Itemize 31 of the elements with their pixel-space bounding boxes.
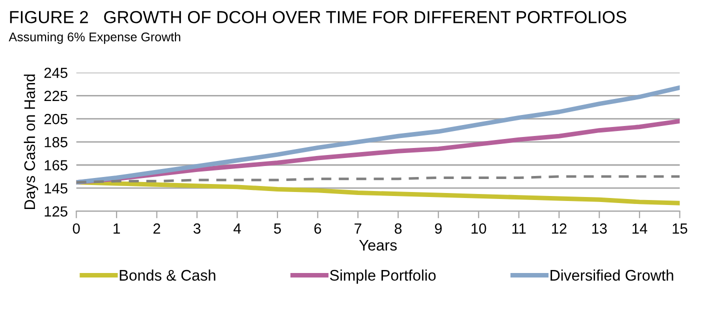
x-tick-label: 10 <box>472 223 486 234</box>
x-tick-label: 6 <box>314 223 322 234</box>
y-axis-title: Days Cash on Hand <box>24 74 38 210</box>
x-tick-label: 9 <box>435 223 442 234</box>
legend-label: Simple Portfolio <box>330 270 436 284</box>
legend-label: Bonds & Cash <box>120 270 216 281</box>
y-tick-label: 165 <box>44 160 68 170</box>
x-tick-label: 7 <box>354 224 362 234</box>
x-tick-label: 1 <box>114 224 120 234</box>
x-tick-label: 11 <box>512 224 526 234</box>
chart-subtitle: Assuming 6% Expense Growth <box>8 32 180 44</box>
x-tick-label: 0 <box>72 223 80 234</box>
x-tick-label: 4 <box>234 224 241 234</box>
x-tick-label: 3 <box>194 223 200 234</box>
y-tick-label: 205 <box>44 114 68 124</box>
legend-label: Diversified Growth <box>550 270 674 281</box>
x-tick-label: 5 <box>274 224 281 234</box>
x-axis-title: Years <box>359 240 397 251</box>
y-tick-label: 125 <box>44 206 68 217</box>
x-tick-label: 14 <box>632 224 648 234</box>
chart-title: FIGURE 2 GROWTH OF DCOH OVER TIME FOR DIFFERENT PORTFOLIOS <box>10 10 626 24</box>
y-tick-label: 145 <box>44 183 68 194</box>
y-tick-label: 185 <box>44 137 68 148</box>
x-tick-label: 13 <box>592 223 607 234</box>
x-tick-label: 2 <box>153 223 160 234</box>
line-series <box>76 85 680 185</box>
x-tick-label: 15 <box>672 224 688 234</box>
x-tick-label: 12 <box>552 223 566 234</box>
y-tick-label: 225 <box>44 90 68 102</box>
y-tick-label: 245 <box>44 68 68 78</box>
x-tick-label: 8 <box>394 223 402 234</box>
